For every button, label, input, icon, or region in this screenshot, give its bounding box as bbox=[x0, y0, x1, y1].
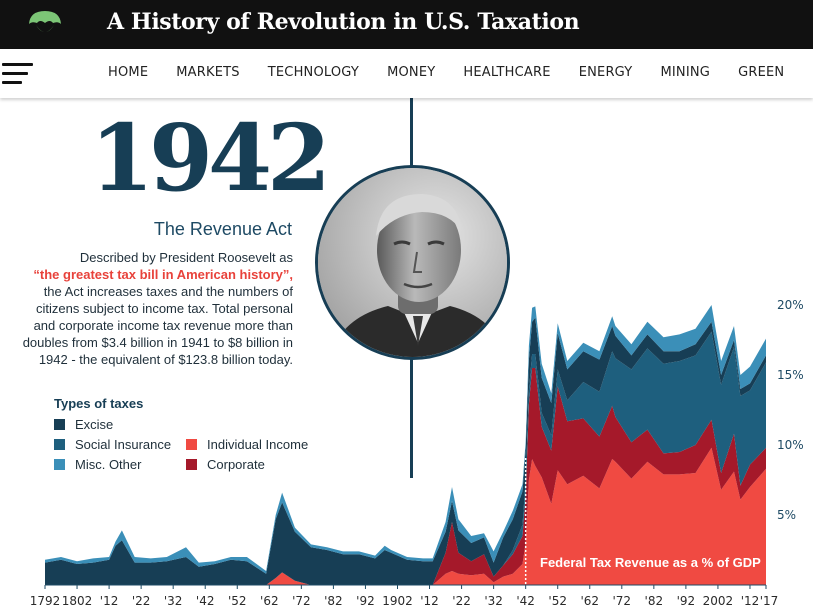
x-tick-label: '52 bbox=[228, 594, 247, 608]
legend-label: Individual Income bbox=[207, 437, 309, 452]
x-tick-label: '42 bbox=[516, 594, 535, 608]
legend-label: Misc. Other bbox=[75, 457, 142, 472]
x-tick-label: '17 bbox=[760, 594, 779, 608]
x-tick-label: '32 bbox=[484, 594, 503, 608]
legend-swatch bbox=[54, 459, 65, 470]
legend-label: Excise bbox=[75, 417, 114, 432]
tax-revenue-chart: 1792 1802 '12 '22 '32 '42 '52 '62 '72 '82 '92 1902 '… bbox=[30, 298, 804, 608]
infographic: 1792 1802 '12 '22 '32 '42 '52 '62 '72 '82 '92 1902 '… bbox=[0, 98, 813, 615]
chart-ticks: 1792 1802 '12 '22 '32 '42 '52 '62 '72 '82 '92 1902 '… bbox=[30, 298, 804, 608]
legend-swatch bbox=[186, 459, 197, 470]
x-tick-label: '22 bbox=[132, 594, 151, 608]
x-tick-label: '12 bbox=[100, 594, 119, 608]
x-tick-label: '72 bbox=[613, 594, 632, 608]
y-tick-label: 5% bbox=[777, 508, 796, 522]
x-tick-label: '82 bbox=[324, 594, 343, 608]
legend-swatch bbox=[186, 439, 197, 450]
x-tick-label: '52 bbox=[548, 594, 567, 608]
nav-item-energy[interactable]: ENERGY bbox=[578, 65, 633, 80]
x-tick-label: '62 bbox=[260, 594, 279, 608]
roosevelt-quote: “the greatest tax bill in American histo… bbox=[33, 267, 293, 282]
x-tick-label: '92 bbox=[677, 594, 696, 608]
chart-areas bbox=[45, 305, 766, 585]
y-tick-label: 10% bbox=[777, 438, 804, 452]
series-individual-income bbox=[45, 447, 766, 585]
nav-item-mining[interactable]: MINING bbox=[660, 65, 711, 80]
x-tick-label: 1802 bbox=[62, 594, 93, 608]
x-tick-label: '12 bbox=[741, 594, 760, 608]
y-tick-label: 15% bbox=[777, 368, 804, 382]
x-tick-label: '82 bbox=[645, 594, 664, 608]
desc-intro: Described by President Roosevelt as bbox=[79, 250, 293, 265]
x-tick-label: 1792 bbox=[30, 594, 61, 608]
hamburger-menu-icon[interactable] bbox=[2, 63, 34, 85]
year-heading: 1942 bbox=[90, 104, 331, 212]
nav-item-healthcare[interactable]: HEALTHCARE bbox=[463, 65, 551, 80]
legend-item-individual-income: Individual Income bbox=[186, 437, 308, 452]
series-corporate bbox=[45, 368, 766, 585]
act-description: Described by President Roosevelt as “the… bbox=[22, 249, 293, 368]
x-tick-label: '42 bbox=[196, 594, 215, 608]
series-misc-other bbox=[45, 305, 766, 574]
nav-item-markets[interactable]: MARKETS bbox=[176, 65, 240, 80]
page-title: A History of Revolution in U.S. Taxation bbox=[107, 9, 580, 35]
main-nav: HOME MARKETS TECHNOLOGY MONEY HEALTHCARE ENER… bbox=[0, 49, 813, 98]
legend-swatch bbox=[54, 419, 65, 430]
desc-body: the Act increases taxes and the numbers … bbox=[22, 284, 293, 367]
legend-title: Types of taxes bbox=[54, 396, 144, 411]
x-tick-label: '32 bbox=[164, 594, 183, 608]
green-mushroom-logo-icon[interactable] bbox=[26, 9, 64, 39]
legend-label: Social Insurance bbox=[75, 437, 172, 452]
nav-item-green[interactable]: GREEN bbox=[738, 65, 785, 80]
y-tick-label: 20% bbox=[777, 298, 804, 312]
legend-item-excise: Excise bbox=[54, 417, 113, 432]
legend-item-misc-other: Misc. Other bbox=[54, 457, 141, 472]
series-social-insurance bbox=[45, 331, 766, 585]
x-tick-label: 1902 bbox=[382, 594, 413, 608]
site-header: A History of Revolution in U.S. Taxation bbox=[0, 0, 813, 49]
legend-label: Corporate bbox=[207, 457, 265, 472]
nav-item-money[interactable]: MONEY bbox=[387, 65, 436, 80]
x-tick-label: '22 bbox=[452, 594, 471, 608]
x-tick-label: '72 bbox=[292, 594, 311, 608]
nav-item-home[interactable]: HOME bbox=[108, 65, 149, 80]
x-tick-label: '62 bbox=[580, 594, 599, 608]
act-title: The Revenue Act bbox=[153, 219, 292, 239]
x-tick-label: '12 bbox=[420, 594, 439, 608]
roosevelt-portrait bbox=[315, 165, 510, 360]
legend-item-social-insurance: Social Insurance bbox=[54, 437, 171, 452]
legend-swatch bbox=[54, 439, 65, 450]
series-excise bbox=[45, 317, 766, 585]
x-tick-label: 2002 bbox=[703, 594, 734, 608]
legend-item-corporate: Corporate bbox=[186, 457, 265, 472]
nav-item-technology[interactable]: TECHNOLOGY bbox=[267, 65, 360, 80]
chart-title: Federal Tax Revenue as a % of GDP bbox=[540, 555, 761, 570]
x-tick-label: '92 bbox=[356, 594, 375, 608]
